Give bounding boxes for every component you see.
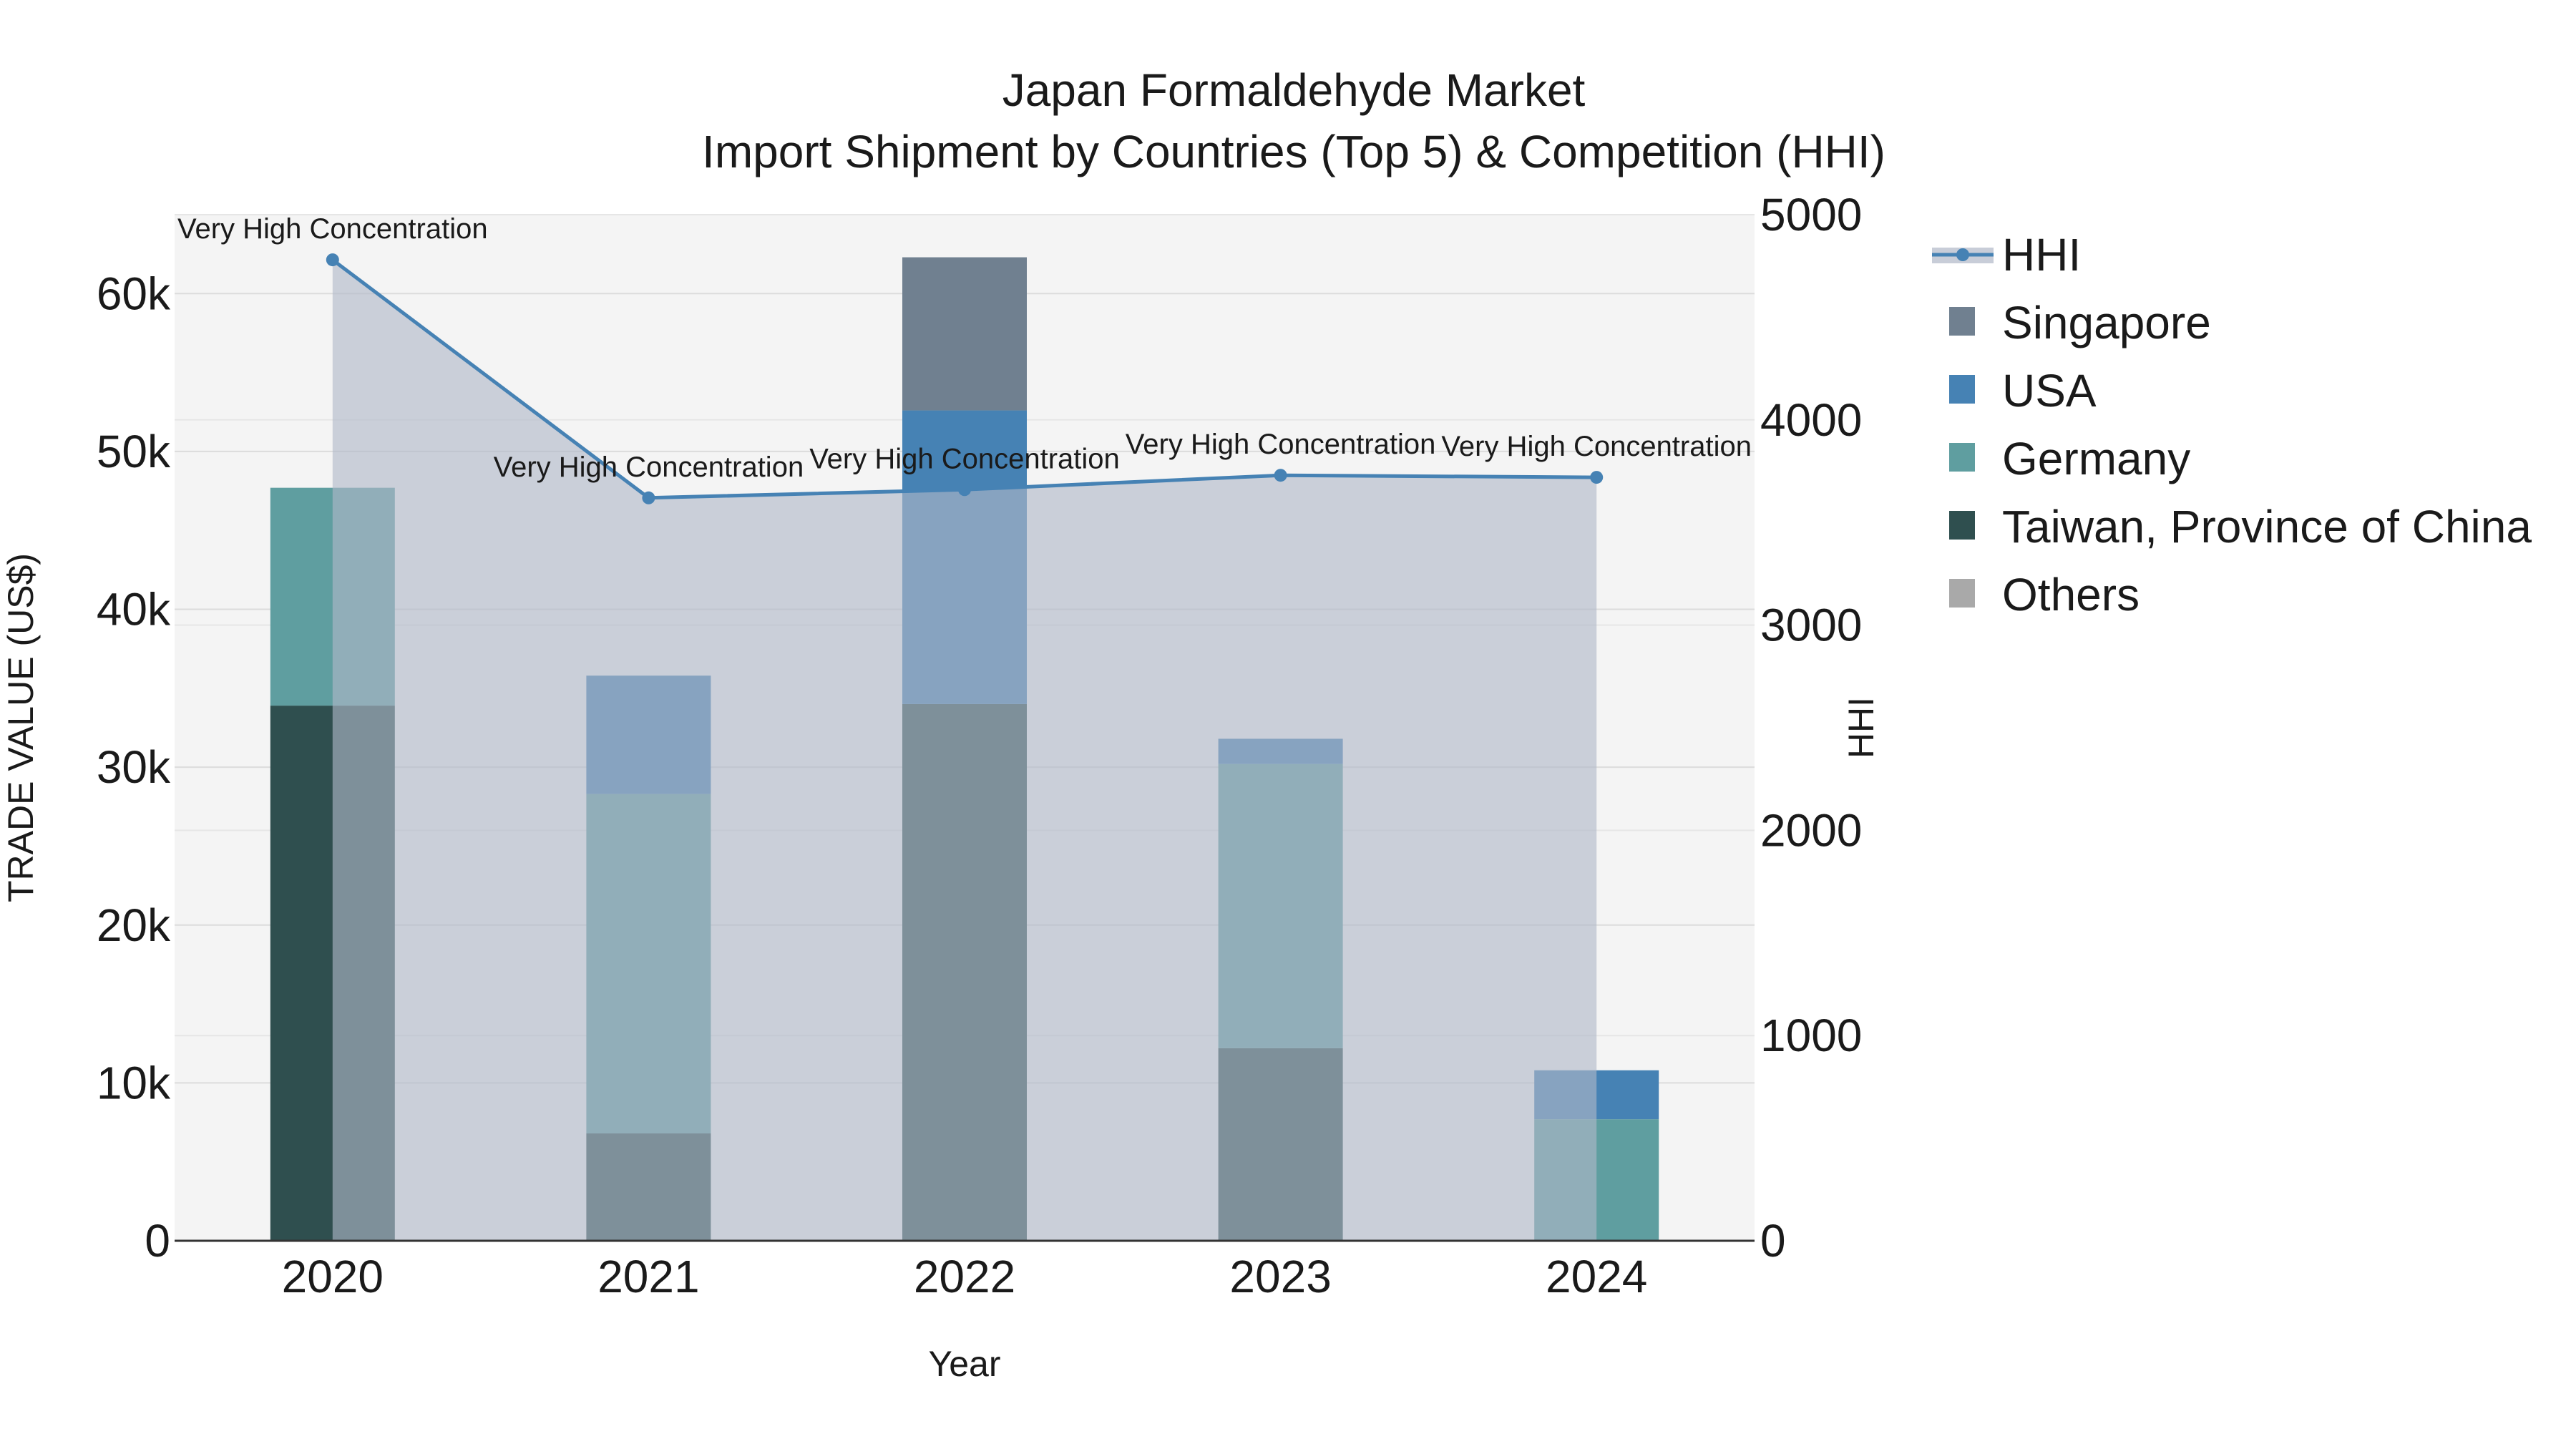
legend-label: Taiwan, Province of China (2002, 501, 2532, 552)
legend-item-hhi[interactable]: HHI (1932, 229, 2081, 280)
x-tick-label-2022: 2022 (914, 1251, 1015, 1302)
legend-label: USA (2002, 365, 2097, 416)
hhi-marker-2023 (1274, 469, 1287, 482)
y2-tick-label: 4000 (1760, 394, 1862, 446)
legend-label: Others (2002, 569, 2140, 620)
x-tick-label-2023: 2023 (1229, 1251, 1331, 1302)
hhi-marker-2020 (326, 253, 339, 267)
legend: HHI Singapore USA Germany Taiwan, Province o… (1932, 229, 2532, 620)
legend-item-taiwan-province-of-china[interactable]: Taiwan, Province of China (1949, 501, 2532, 552)
y2-tick-label: 1000 (1760, 1010, 1862, 1061)
x-tick-label-2020: 2020 (282, 1251, 384, 1302)
legend-swatch (1949, 443, 1975, 472)
y2-tick-label: 3000 (1760, 600, 1862, 651)
y2-axis-title: HHI (1841, 697, 1881, 758)
hhi-marker-2022 (958, 483, 971, 497)
legend-label: Germany (2002, 433, 2190, 484)
legend-item-singapore[interactable]: Singapore (1949, 297, 2211, 348)
x-tick-label-2021: 2021 (597, 1251, 699, 1302)
x-tick-label-2024: 2024 (1546, 1251, 1647, 1302)
y-tick-label: 30k (97, 741, 171, 793)
axes: 0 10k 20k 30k 40k 50k 60k 0 1000 2000 3000 4000 5000… (97, 189, 1863, 1302)
y-tick-label: 60k (97, 268, 171, 319)
hhi-marker-2021 (642, 491, 655, 504)
hhi-annotation-2020: Very High Concentration (177, 213, 488, 245)
y2-tick-label: 2000 (1760, 804, 1862, 856)
chart-subtitle: Import Shipment by Countries (Top 5) & C… (702, 126, 1885, 177)
legend-swatch (1949, 511, 1975, 540)
hhi-area (332, 260, 1597, 1241)
hhi-marker-2024 (1590, 471, 1604, 484)
legend-item-usa[interactable]: USA (1949, 365, 2097, 416)
legend-swatch (1949, 579, 1975, 608)
legend-item-germany[interactable]: Germany (1949, 433, 2190, 484)
legend-swatch-hhi-marker (1956, 248, 1969, 261)
y-axis-title: TRADE VALUE (US$) (1, 553, 41, 902)
hhi-annotation-2021: Very High Concentration (494, 452, 804, 483)
y2-tick-label: 0 (1760, 1215, 1786, 1267)
legend-item-others[interactable]: Others (1949, 569, 2140, 620)
hhi-annotation-2022: Very High Concentration (809, 443, 1120, 474)
bar-singapore-2022 (902, 257, 1027, 411)
x-axis-title: Year (928, 1344, 1000, 1384)
hhi-annotation-2023: Very High Concentration (1126, 429, 1436, 460)
y-tick-label: 50k (97, 426, 171, 477)
legend-label: HHI (2002, 229, 2081, 280)
legend-swatch (1949, 307, 1975, 336)
hhi-annotation-2024: Very High Concentration (1441, 431, 1752, 462)
y-tick-label: 20k (97, 899, 171, 951)
y-tick-label: 10k (97, 1057, 171, 1108)
y2-tick-label: 5000 (1760, 189, 1862, 240)
legend-swatch (1949, 375, 1975, 404)
y-tick-label: 0 (145, 1215, 170, 1267)
chart-title: Japan Formaldehyde Market (1002, 64, 1586, 116)
legend-label: Singapore (2002, 297, 2211, 348)
y-tick-label: 40k (97, 584, 171, 635)
